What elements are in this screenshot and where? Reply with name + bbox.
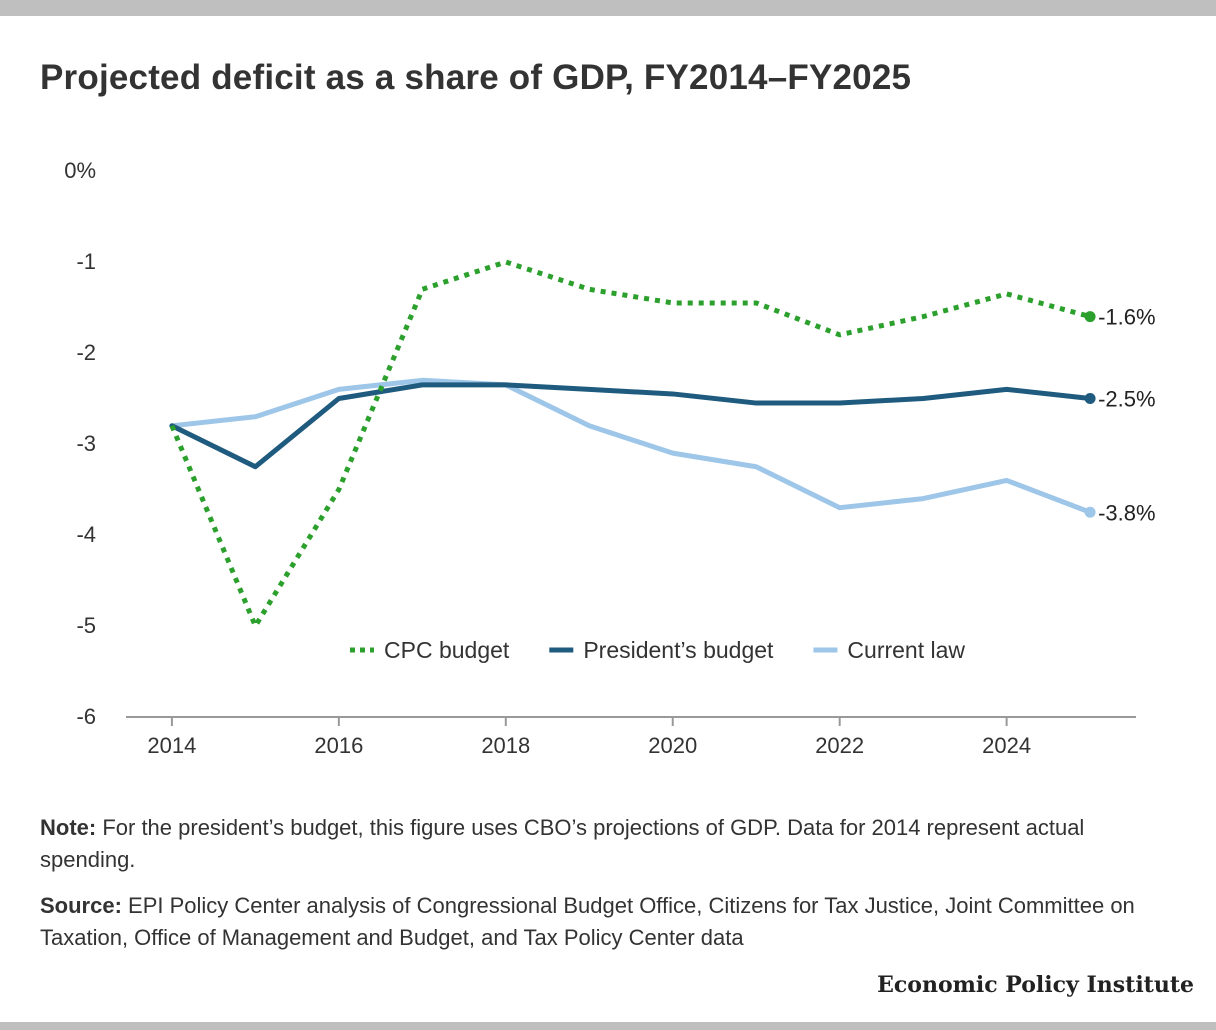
x-tick-label: 2014 [147,733,196,758]
end-value-label: -3.8% [1098,500,1155,525]
source-label: Source: [40,893,122,918]
x-tick-label: 2024 [982,733,1031,758]
x-tick-label: 2020 [648,733,697,758]
top-border-bar [0,0,1216,16]
legend-label: Current law [847,637,965,663]
end-labels: -3.8% -2.5% -1.6% [1084,305,1156,525]
publisher-logo-text: Economic Policy Institute [877,972,1194,998]
line-chart: 0%-1-2-3-4-5-6 2014 2016 2018 2020 2022 2024 … [64,158,1156,758]
y-tick-label: -5 [76,613,96,638]
series-line-current-law [169,377,1093,515]
y-tick-label: -6 [76,704,96,729]
y-axis-ticks: 0% -1 -2 -3 -4 -5 -6 [64,158,96,729]
legend-label: President’s budget [583,637,774,663]
y-tick-label: -2 [76,340,96,365]
end-point-marker [1084,311,1096,323]
bottom-border-bar [0,1022,1216,1030]
x-tick-label: 2022 [815,733,864,758]
x-tick-label: 2016 [314,733,363,758]
series-lines [169,259,1093,629]
chart-title: Projected deficit as a share of GDP, FY2… [40,58,912,97]
note-text: For the president’s budget, this figure … [40,815,1085,872]
series-line-cpc-budget [169,259,1091,629]
source-text: EPI Policy Center analysis of Congressio… [40,893,1135,950]
chart-legend: CPC budget President’s budget Current law [350,637,965,663]
y-tick-label: -1 [76,249,96,274]
end-value-label: -1.6% [1098,305,1155,330]
legend-label: CPC budget [384,637,510,663]
end-point-marker [1084,393,1096,404]
x-tick-label: 2018 [481,733,530,758]
x-axis-ticks: 2014 2016 2018 2020 2022 2024 [147,717,1031,758]
chart-source: Source: EPI Policy Center analysis of Co… [40,890,1170,954]
series-line-president-s-budget [169,382,1093,470]
y-tick-label: -3 [76,431,96,456]
chart-note: Note: For the president’s budget, this f… [40,812,1170,876]
end-point-marker [1084,506,1096,518]
note-label: Note: [40,815,97,840]
end-value-label: -2.5% [1098,387,1155,412]
y-tick-label: -4 [76,522,96,547]
y-tick-label: 0% [64,158,96,183]
